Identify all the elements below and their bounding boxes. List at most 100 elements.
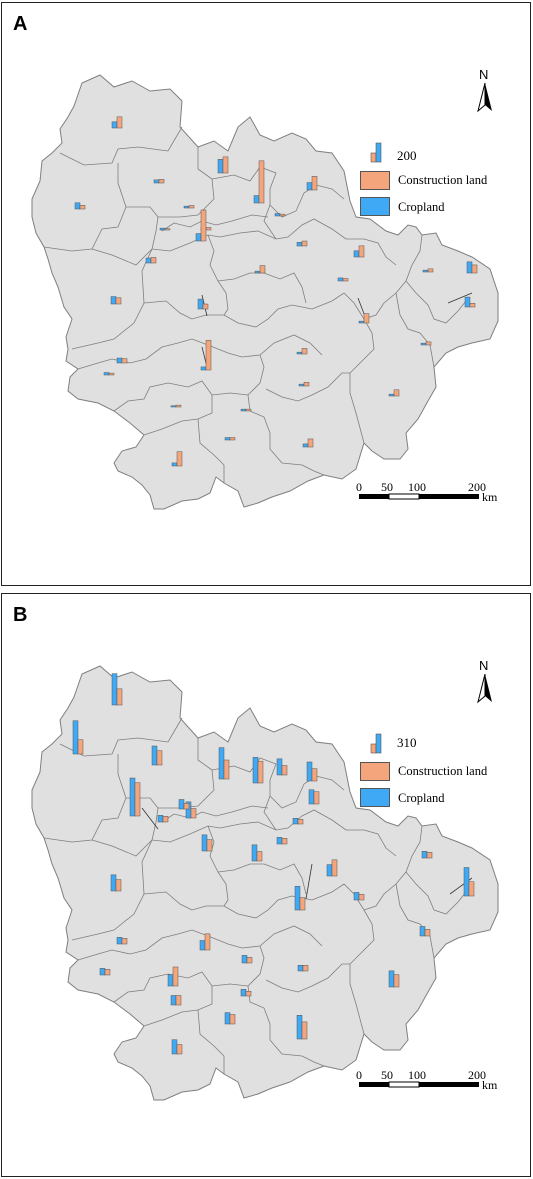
cropland-swatch <box>360 788 390 807</box>
construction-bar <box>158 179 165 184</box>
construction-bar <box>363 313 370 324</box>
construction-bar <box>206 839 213 852</box>
north-arrow: N <box>472 658 498 708</box>
scale-bar-graphic <box>359 493 479 500</box>
construction-bar <box>299 897 306 911</box>
construction-bar <box>204 933 211 951</box>
scale-unit: km <box>482 1078 498 1092</box>
region-outline <box>31 665 499 1101</box>
scale-tick-100: 100 <box>408 1068 426 1082</box>
construction-bar <box>256 851 263 862</box>
panel-b: B N <box>1 593 531 1177</box>
construction-bar <box>183 803 190 810</box>
construction-bar <box>301 1021 308 1040</box>
legend-cropland-label: Cropland <box>398 791 445 805</box>
north-arrow-icon <box>477 673 492 704</box>
construction-bar <box>311 176 318 191</box>
cropland-bar <box>464 296 471 308</box>
construction-bar <box>200 209 207 242</box>
legend-bar-icon <box>370 733 382 754</box>
construction-bar <box>121 938 128 945</box>
construction-swatch <box>360 171 390 190</box>
construction-bar <box>301 348 308 355</box>
construction-bar <box>468 881 475 897</box>
construction-bar <box>116 116 123 129</box>
construction-bar <box>77 739 84 755</box>
scale-tick-50: 50 <box>381 1068 393 1082</box>
panel-letter: A <box>13 13 28 35</box>
panel-letter: B <box>13 604 28 626</box>
leader-line <box>141 807 159 830</box>
scale-tick-100: 100 <box>408 480 426 494</box>
construction-bar <box>279 213 286 217</box>
construction-bar <box>331 859 338 877</box>
construction-bar <box>205 339 212 371</box>
construction-swatch <box>360 762 390 781</box>
construction-bar <box>156 750 163 766</box>
construction-bar <box>281 838 288 845</box>
construction-bar <box>426 852 433 859</box>
construction-bar <box>297 819 304 825</box>
construction-bar <box>79 205 86 210</box>
scale-tick-200: 200 <box>468 1068 486 1082</box>
scale-tick-200: 200 <box>468 480 486 494</box>
construction-bar <box>188 205 195 209</box>
cropland-bar <box>72 720 79 755</box>
region-outline <box>31 74 499 510</box>
north-arrow-icon <box>477 82 492 113</box>
construction-bar <box>176 1044 183 1055</box>
construction-bar <box>393 974 400 988</box>
construction-bar <box>245 408 252 412</box>
north-label: N <box>479 658 489 673</box>
legend-construction-label: Construction land <box>398 173 488 187</box>
construction-bar <box>176 451 183 467</box>
construction-bar <box>257 760 264 784</box>
panel-a: A N <box>1 2 531 586</box>
construction-bar <box>259 265 266 274</box>
construction-bar <box>245 991 252 997</box>
construction-bar <box>307 438 314 448</box>
construction-bar <box>393 389 400 397</box>
construction-bar <box>301 240 308 247</box>
bar-layer <box>74 116 478 467</box>
construction-bar <box>302 965 309 972</box>
construction-bar <box>134 782 141 817</box>
construction-bar <box>469 303 476 308</box>
map-svg <box>31 74 499 510</box>
construction-bar <box>222 156 229 174</box>
construction-bar <box>108 372 115 376</box>
north-arrow: N <box>472 67 498 117</box>
construction-bar <box>104 969 111 976</box>
construction-bar <box>281 765 288 776</box>
legend-cropland-label: Cropland <box>398 200 445 214</box>
construction-bar <box>246 957 253 964</box>
construction-bar <box>175 995 182 1006</box>
legend-scale-value: 310 <box>397 735 417 750</box>
construction-bar <box>202 303 209 310</box>
construction-bar <box>150 257 157 264</box>
construction-bar <box>342 278 349 282</box>
legend-scale-value: 200 <box>397 148 417 163</box>
cropland-swatch <box>360 197 390 216</box>
construction-bar <box>121 358 128 364</box>
construction-bar <box>425 341 432 346</box>
construction-bar <box>115 297 122 305</box>
construction-bar <box>229 437 236 441</box>
construction-bar <box>223 759 230 780</box>
construction-bar <box>164 228 171 231</box>
scale-tick-0: 0 <box>356 480 362 494</box>
leader-line <box>305 863 313 900</box>
construction-bar <box>175 404 182 408</box>
construction-bar <box>229 1014 236 1025</box>
scale-tick-0: 0 <box>356 1068 362 1082</box>
scale-tick-50: 50 <box>381 480 393 494</box>
construction-bar <box>358 894 365 901</box>
construction-bar <box>358 245 365 258</box>
construction-bar <box>311 768 318 782</box>
construction-bar <box>427 268 434 273</box>
construction-bar <box>313 791 320 805</box>
construction-bar <box>471 264 478 274</box>
district-borders <box>43 126 467 483</box>
construction-bar <box>172 966 179 987</box>
construction-bar <box>190 808 197 819</box>
